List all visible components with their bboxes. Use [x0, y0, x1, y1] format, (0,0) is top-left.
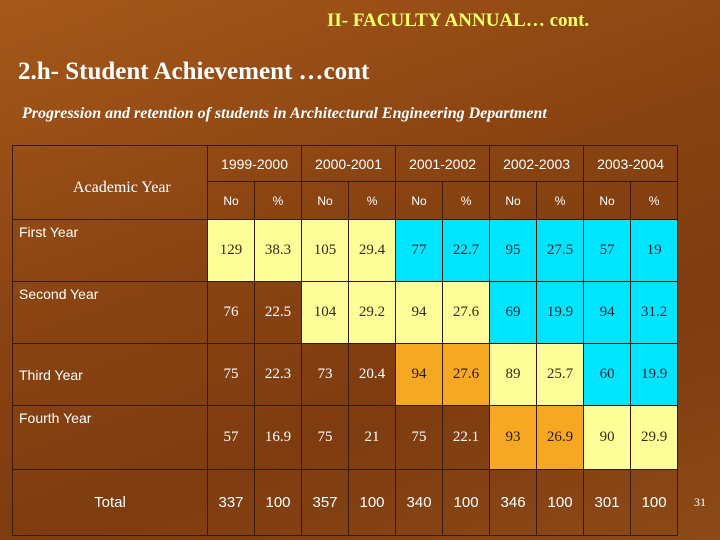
row-label: Third Year	[12, 343, 208, 406]
page-number: 31	[694, 495, 706, 509]
sub-header-no: No	[207, 181, 255, 220]
cell: 90	[583, 405, 632, 470]
cell: 69	[489, 281, 538, 344]
table-row: Fourth Year 57 16.9 75 21 75 22.1 93 26.…	[12, 405, 679, 470]
cell: 357	[301, 469, 350, 536]
year-header: 2000-2001	[301, 145, 397, 182]
cell: 75	[207, 343, 255, 406]
cell: 77	[395, 219, 444, 282]
cell: 94	[583, 281, 632, 344]
cell: 19	[630, 219, 679, 282]
cell: 100	[442, 469, 491, 536]
table-caption: Progression and retention of students in…	[22, 105, 547, 122]
cell: 29.2	[348, 281, 397, 344]
cell: 346	[489, 469, 538, 536]
cell: 38.3	[253, 219, 303, 282]
cell: 27.5	[536, 219, 585, 282]
cell: 16.9	[253, 405, 303, 470]
row-label: First Year	[12, 219, 208, 282]
cell: 129	[207, 219, 255, 282]
year-header: 2003-2004	[583, 145, 679, 182]
cell: 20.4	[348, 343, 397, 406]
table-row: First Year 129 38.3 105 29.4 77 22.7 95 …	[12, 219, 679, 282]
cell: 75	[395, 405, 444, 470]
cell: 100	[253, 469, 303, 536]
cell: 29.4	[348, 219, 397, 282]
cell: 76	[207, 281, 255, 344]
corner-header: Academic Year	[12, 145, 208, 220]
row-label: Fourth Year	[12, 405, 208, 470]
sub-header-pct: %	[630, 181, 679, 220]
cell: 57	[207, 405, 255, 470]
cell: 105	[301, 219, 350, 282]
cell: 75	[301, 405, 350, 470]
cell: 100	[348, 469, 397, 536]
cell: 89	[489, 343, 538, 406]
cell: 100	[536, 469, 585, 536]
sub-header-no: No	[489, 181, 538, 220]
year-header: 2002-2003	[489, 145, 585, 182]
cell: 73	[301, 343, 350, 406]
cell: 94	[395, 281, 444, 344]
sub-header-no: No	[395, 181, 444, 220]
sub-header-pct: %	[442, 181, 491, 220]
achievement-table: Academic Year 1999-2000 2000-2001 2001-2…	[12, 145, 679, 536]
cell: 21	[348, 405, 397, 470]
cell: 19.9	[536, 281, 585, 344]
cell: 25.7	[536, 343, 585, 406]
year-header: 2001-2002	[395, 145, 491, 182]
sub-header-no: No	[583, 181, 632, 220]
cell: 27.6	[442, 281, 491, 344]
academic-year-label: Academic Year	[73, 178, 171, 196]
cell: 57	[583, 219, 632, 282]
cell: 22.3	[253, 343, 303, 406]
table-row: Third Year 75 22.3 73 20.4 94 27.6 89 25…	[12, 343, 679, 406]
cell: 301	[583, 469, 632, 536]
table-row: Second Year 76 22.5 104 29.2 94 27.6 69 …	[12, 281, 679, 344]
cell: 337	[207, 469, 255, 536]
sub-header-no: No	[301, 181, 350, 220]
cell: 94	[395, 343, 444, 406]
year-header: 1999-2000	[206, 145, 303, 182]
row-label: Second Year	[12, 281, 208, 344]
cell: 60	[583, 343, 632, 406]
cell: 26.9	[536, 405, 585, 470]
slide-header: II- FACULTY ANNUAL… cont.	[327, 10, 590, 31]
cell: 100	[630, 469, 679, 536]
cell: 19.9	[630, 343, 679, 406]
cell: 31.2	[630, 281, 679, 344]
achievement-table-wrap: Academic Year 1999-2000 2000-2001 2001-2…	[12, 145, 679, 536]
cell: 22.5	[253, 281, 303, 344]
cell: 22.1	[442, 405, 491, 470]
sub-header-pct: %	[253, 181, 303, 220]
cell: 22.7	[442, 219, 491, 282]
cell: 104	[301, 281, 350, 344]
sub-header-pct: %	[536, 181, 585, 220]
total-label: Total	[12, 469, 208, 536]
cell: 93	[489, 405, 538, 470]
sub-header-pct: %	[348, 181, 397, 220]
cell: 29.9	[630, 405, 679, 470]
cell: 340	[395, 469, 444, 536]
table-row-total: Total 337 100 357 100 340 100 346 100 30…	[12, 469, 679, 536]
cell: 95	[489, 219, 538, 282]
cell: 27.6	[442, 343, 491, 406]
slide-subtitle: 2.h- Student Achievement …cont	[18, 58, 370, 85]
